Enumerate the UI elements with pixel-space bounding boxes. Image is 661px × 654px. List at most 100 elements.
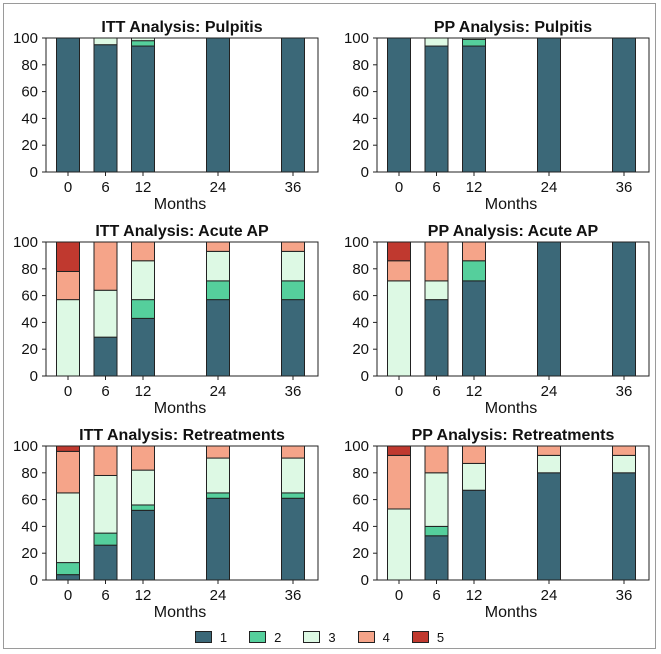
x-axis-label: Months <box>485 400 537 417</box>
bar-segment-12-4 <box>131 445 155 471</box>
y-tick-label: 0 <box>30 572 38 589</box>
x-tick-label: 0 <box>64 383 72 400</box>
bar-segment-36-1 <box>612 472 636 581</box>
bar-segment-0-5 <box>56 241 80 272</box>
legend-label-1: 1 <box>219 629 228 645</box>
bar-segment-12-3 <box>131 37 155 42</box>
x-tick-label: 12 <box>135 587 152 604</box>
bar-segment-36-1 <box>281 497 305 581</box>
y-tick-label: 20 <box>21 341 38 358</box>
x-tick-label: 24 <box>541 587 558 604</box>
bar-segment-36-2 <box>281 492 305 499</box>
bar-segment-0-1 <box>56 574 80 581</box>
y-tick-label: 60 <box>21 492 38 509</box>
bar-segment-36-3 <box>281 457 305 494</box>
bar-segment-0-4 <box>387 260 411 282</box>
bar-segment-0-3 <box>56 299 80 377</box>
y-tick-label: 40 <box>21 314 38 331</box>
bar-segment-12-1 <box>462 280 486 377</box>
y-tick-label: 0 <box>361 572 369 589</box>
legend-item-5: 5 <box>411 629 445 645</box>
bar-segment-36-1 <box>281 299 305 377</box>
plot-area <box>45 37 319 173</box>
x-tick-label: 6 <box>432 383 440 400</box>
chart-panel-2: PP Analysis: Pulpitis 0 20 40 60 80 100 0 6 12 24 3… <box>344 19 650 213</box>
chart-title: ITT Analysis: Retreatments <box>79 427 285 444</box>
y-tick-label: 0 <box>361 368 369 385</box>
bar-segment-24-1 <box>537 241 561 377</box>
legend-label-5: 5 <box>436 629 445 645</box>
y-tick-label: 60 <box>21 288 38 305</box>
bar-segment-6-3 <box>93 37 118 46</box>
bar-segment-6-1 <box>424 535 449 581</box>
chart-panel-5: ITT Analysis: Retreatments 0 20 40 60 80 100 0 6… <box>13 427 319 621</box>
bar-segment-36-4 <box>281 241 305 252</box>
bar-segment-6-1 <box>93 544 118 581</box>
bar-segment-6-1 <box>424 299 449 377</box>
legend-label-3: 3 <box>328 629 336 645</box>
bar-segment-24-2 <box>206 280 230 301</box>
x-tick-label: 6 <box>432 179 440 196</box>
x-tick-label: 6 <box>432 587 440 604</box>
bar-segment-24-3 <box>206 250 230 282</box>
bar-segment-12-4 <box>462 241 486 262</box>
y-tick-label: 40 <box>352 110 369 127</box>
chart-panel-4: PP Analysis: Acute AP 0 20 40 60 80 100 0 6 12 24 3… <box>344 223 650 417</box>
y-tick-label: 80 <box>21 57 38 74</box>
bar-segment-36-1 <box>281 37 305 173</box>
x-tick-label: 36 <box>285 179 302 196</box>
bar-segment-6-1 <box>93 44 118 173</box>
x-tick-label: 12 <box>135 383 152 400</box>
bar-segment-0-4 <box>387 454 411 510</box>
legend-item-1: 1 <box>194 629 228 645</box>
x-tick-label: 36 <box>616 179 633 196</box>
legend-label-2: 2 <box>274 629 282 645</box>
x-tick-label: 36 <box>285 587 302 604</box>
bar-segment-36-1 <box>612 37 636 173</box>
chart-title: ITT Analysis: Acute AP <box>95 223 269 240</box>
legend-item-4: 4 <box>357 629 390 645</box>
bar-segment-6-3 <box>93 474 118 534</box>
y-tick-label: 0 <box>361 164 369 181</box>
legend-item-2: 2 <box>249 630 281 645</box>
bar-segment-0-5 <box>387 241 411 262</box>
plot-area <box>376 241 650 377</box>
x-axis-label: Months <box>154 400 206 417</box>
bar-segment-6-1 <box>424 45 449 173</box>
y-tick-label: 80 <box>352 57 369 74</box>
x-tick-label: 0 <box>395 383 403 400</box>
bar-segment-12-1 <box>462 45 486 173</box>
y-tick-label: 0 <box>30 164 38 181</box>
bar-segment-36-4 <box>281 445 305 459</box>
y-tick-label: 100 <box>13 438 38 455</box>
y-tick-label: 80 <box>352 261 369 278</box>
bar-segment-12-1 <box>462 489 486 581</box>
bar-segment-12-2 <box>131 40 155 47</box>
bar-segment-36-1 <box>612 241 636 377</box>
bar-segment-0-3 <box>387 508 411 581</box>
bar-segment-12-3 <box>462 462 486 491</box>
bar-segment-6-4 <box>424 445 449 474</box>
bar-segment-6-4 <box>93 445 118 476</box>
x-tick-label: 0 <box>64 587 72 604</box>
y-tick-label: 0 <box>30 368 38 385</box>
legend-item-3: 3 <box>303 629 336 645</box>
plot-area <box>45 445 319 581</box>
x-axis-label: Months <box>485 196 537 213</box>
chart-title: PP Analysis: Acute AP <box>428 223 599 240</box>
bar-segment-12-4 <box>462 445 486 464</box>
bar-segment-0-3 <box>56 492 80 564</box>
x-tick-label: 24 <box>210 383 227 400</box>
bar-segment-12-3 <box>131 469 155 506</box>
bar-segment-0-4 <box>56 270 80 301</box>
y-tick-label: 40 <box>21 518 38 535</box>
y-tick-label: 60 <box>352 492 369 509</box>
legend-label-4: 4 <box>382 629 390 645</box>
bar-segment-12-2 <box>131 299 155 319</box>
chart-panel-6: PP Analysis: Retreatments 0 20 40 60 80 100 0 6 1… <box>344 427 650 621</box>
x-tick-label: 36 <box>616 587 633 604</box>
bar-segment-12-2 <box>462 38 486 47</box>
bar-segment-24-4 <box>206 445 230 459</box>
bar-segment-0-1 <box>387 37 411 173</box>
bar-segment-24-1 <box>537 472 561 581</box>
